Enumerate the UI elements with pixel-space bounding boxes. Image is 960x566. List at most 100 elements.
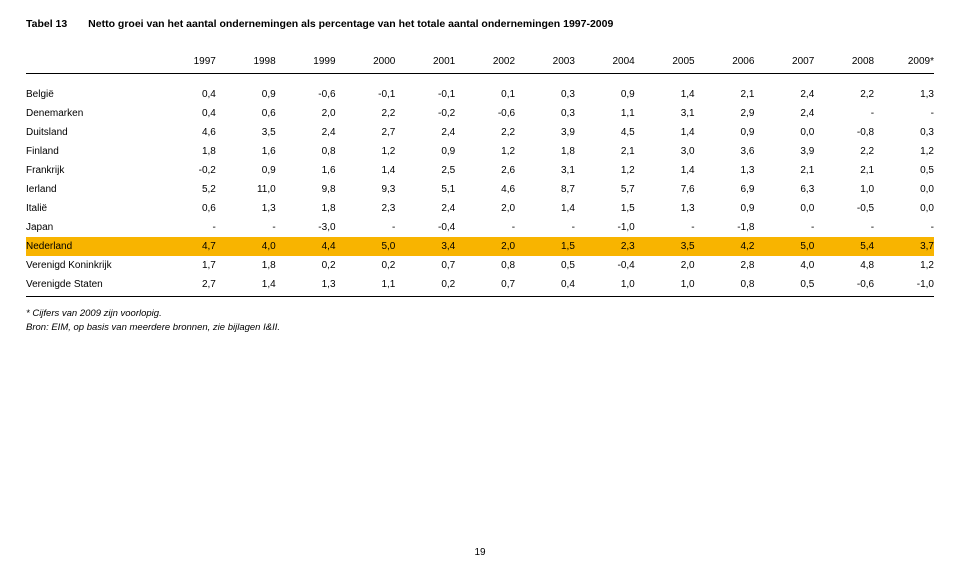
cell: 4,0 (754, 256, 814, 275)
cell: 3,6 (695, 142, 755, 161)
page-number: 19 (0, 547, 960, 558)
col-year: 2009* (874, 52, 934, 74)
cell: 0,9 (395, 142, 455, 161)
cell: - (814, 218, 874, 237)
cell: -0,2 (156, 161, 216, 180)
col-year: 1997 (156, 52, 216, 74)
cell: 2,3 (336, 199, 396, 218)
cell: -0,5 (814, 199, 874, 218)
cell: -1,8 (695, 218, 755, 237)
row-label: Frankrijk (26, 161, 156, 180)
table-row: Duitsland4,63,52,42,72,42,23,94,51,40,90… (26, 123, 934, 142)
cell: 0,0 (754, 199, 814, 218)
row-label: Finland (26, 142, 156, 161)
col-year: 2004 (575, 52, 635, 74)
cell: 0,2 (336, 256, 396, 275)
header-blank (26, 52, 156, 74)
col-year: 2002 (455, 52, 515, 74)
col-year: 2003 (515, 52, 575, 74)
cell: 0,0 (874, 199, 934, 218)
cell: 1,6 (216, 142, 276, 161)
cell: 1,4 (336, 161, 396, 180)
cell: - (814, 104, 874, 123)
table-number: Tabel 13 (26, 18, 67, 30)
table-row: Ierland5,211,09,89,35,14,68,75,77,66,96,… (26, 180, 934, 199)
cell: 4,8 (814, 256, 874, 275)
cell: -0,2 (395, 104, 455, 123)
cell: 4,6 (455, 180, 515, 199)
cell: -0,8 (814, 123, 874, 142)
cell: 6,9 (695, 180, 755, 199)
cell: 2,4 (754, 104, 814, 123)
cell: 5,7 (575, 180, 635, 199)
cell: 5,0 (336, 237, 396, 256)
cell: 0,3 (515, 104, 575, 123)
cell: 0,4 (156, 79, 216, 104)
cell: 0,8 (276, 142, 336, 161)
cell: 3,1 (515, 161, 575, 180)
table-row: Verenigde Staten2,71,41,31,10,20,70,41,0… (26, 275, 934, 297)
cell: 0,5 (515, 256, 575, 275)
col-year: 2008 (814, 52, 874, 74)
cell: 7,6 (635, 180, 695, 199)
cell: -0,1 (336, 79, 396, 104)
table-row: Verenigd Koninkrijk1,71,80,20,20,70,80,5… (26, 256, 934, 275)
cell: 0,8 (455, 256, 515, 275)
cell: 3,1 (635, 104, 695, 123)
cell: 1,8 (156, 142, 216, 161)
cell: 5,1 (395, 180, 455, 199)
cell: -3,0 (276, 218, 336, 237)
table-row: Frankrijk-0,20,91,61,42,52,63,11,21,41,3… (26, 161, 934, 180)
cell: 1,5 (575, 199, 635, 218)
row-label: Verenigd Koninkrijk (26, 256, 156, 275)
cell: 1,3 (276, 275, 336, 297)
cell: 3,5 (635, 237, 695, 256)
cell: 2,0 (455, 237, 515, 256)
cell: 1,7 (156, 256, 216, 275)
cell: 0,6 (156, 199, 216, 218)
cell: - (336, 218, 396, 237)
cell: - (874, 218, 934, 237)
cell: - (455, 218, 515, 237)
cell: -0,6 (276, 79, 336, 104)
cell: 0,0 (754, 123, 814, 142)
cell: 1,0 (635, 275, 695, 297)
cell: 0,0 (874, 180, 934, 199)
cell: 0,6 (216, 104, 276, 123)
cell: 3,5 (216, 123, 276, 142)
cell: 0,3 (874, 123, 934, 142)
cell: 2,7 (336, 123, 396, 142)
cell: 1,1 (575, 104, 635, 123)
cell: - (635, 218, 695, 237)
cell: 0,8 (695, 275, 755, 297)
cell: -0,1 (395, 79, 455, 104)
cell: 5,4 (814, 237, 874, 256)
cell: -0,4 (575, 256, 635, 275)
cell: -0,4 (395, 218, 455, 237)
cell: - (754, 218, 814, 237)
cell: 1,1 (336, 275, 396, 297)
cell: 0,7 (455, 275, 515, 297)
cell: 1,4 (635, 123, 695, 142)
cell: 0,9 (695, 123, 755, 142)
row-label: Ierland (26, 180, 156, 199)
cell: 0,9 (575, 79, 635, 104)
cell: 1,8 (276, 199, 336, 218)
col-year: 2007 (754, 52, 814, 74)
cell: 1,4 (635, 79, 695, 104)
cell: 0,5 (754, 275, 814, 297)
cell: 1,4 (635, 161, 695, 180)
row-label: Nederland (26, 237, 156, 256)
cell: 1,2 (575, 161, 635, 180)
cell: 0,9 (216, 79, 276, 104)
cell: 3,0 (635, 142, 695, 161)
cell: - (156, 218, 216, 237)
cell: 2,4 (395, 199, 455, 218)
row-label: Denemarken (26, 104, 156, 123)
cell: 2,4 (276, 123, 336, 142)
cell: 0,9 (695, 199, 755, 218)
cell: 2,8 (695, 256, 755, 275)
cell: -0,6 (814, 275, 874, 297)
cell: 1,2 (336, 142, 396, 161)
table-title: Tabel 13 Netto groei van het aantal onde… (26, 18, 934, 30)
